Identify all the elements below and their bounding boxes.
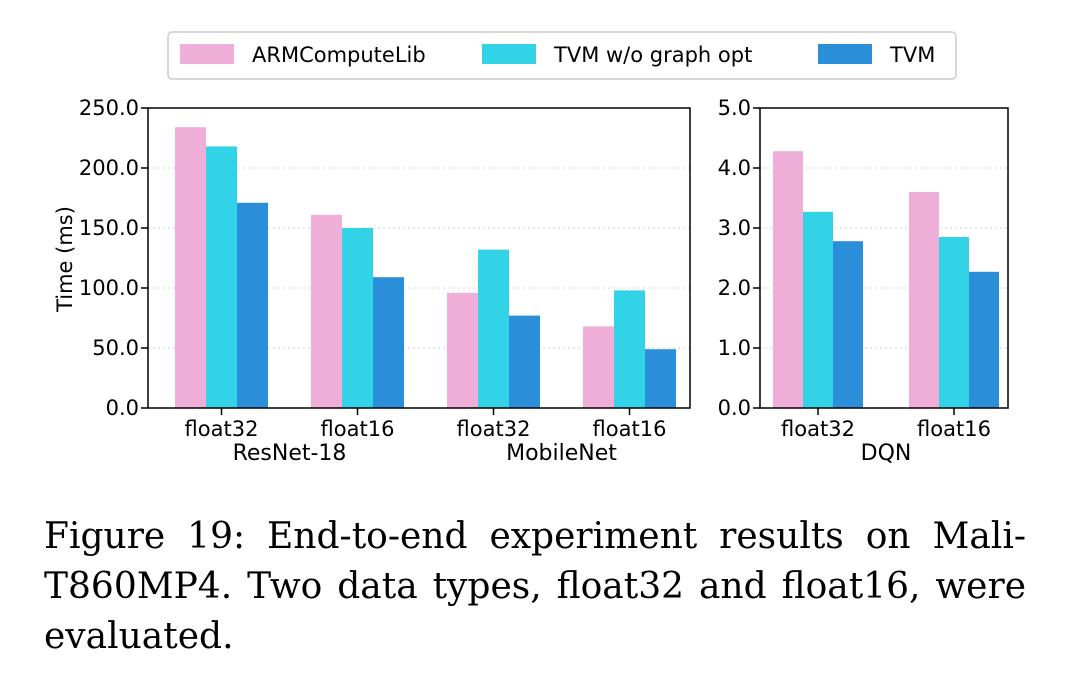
- y-tick-label: 1.0: [718, 336, 751, 360]
- caption-line-1: Figure 19: End-to-end experiment results…: [44, 516, 1026, 557]
- legend-frame: [167, 31, 957, 80]
- legend-label-armcomputelib: ARMComputeLib: [252, 43, 426, 67]
- bar-armcomputelib-float16-3: [583, 326, 614, 408]
- group-label-mobilenet: MobileNet: [506, 441, 617, 466]
- bar-armcomputelib-float32-0: [773, 151, 803, 408]
- bar-tvm-w-o-graph-opt-float32-0: [206, 146, 237, 408]
- bar-armcomputelib-float16-1: [909, 192, 939, 408]
- y-tick-label: 200.0: [79, 156, 139, 180]
- bar-tvm-float16-1: [969, 271, 999, 408]
- bar-armcomputelib-float16-1: [311, 214, 342, 408]
- bar-tvm-float32-0: [237, 202, 268, 408]
- y-tick-label: 4.0: [718, 156, 751, 180]
- y-tick-label: 0.0: [106, 396, 139, 420]
- x-tick-label: float16: [917, 417, 991, 441]
- panel-resnet-mobilenet: 0.0 50.0 100.0 150.0 200.0 250.0 float32 float1…: [79, 96, 691, 466]
- bar-armcomputelib-float32-2: [447, 292, 478, 408]
- y-tick-label: 100.0: [79, 276, 139, 300]
- y-tick-label: 0.0: [718, 396, 751, 420]
- legend-swatch-tvm: [818, 44, 872, 64]
- y-tick-label: 150.0: [79, 216, 139, 240]
- bar-tvm-float16-3: [645, 349, 676, 408]
- bar-tvm-w-o-graph-opt-float32-2: [478, 249, 509, 408]
- y-tick-label: 5.0: [718, 96, 751, 120]
- group-label-dqn: DQN: [861, 441, 912, 466]
- x-tick-label: float32: [185, 417, 259, 441]
- bar-tvm-w-o-graph-opt-float16-1: [342, 228, 373, 408]
- x-tick-label: float32: [457, 417, 531, 441]
- x-tick-label: float16: [593, 417, 667, 441]
- legend-swatch-armcomputelib: [180, 44, 234, 64]
- plot-frame: [147, 107, 691, 409]
- bar-armcomputelib-float32-0: [175, 127, 206, 408]
- figure-caption: Figure 19: End-to-end experiment results…: [44, 512, 1026, 662]
- caption-line-2: T860MP4. Two data types, float32 and flo…: [44, 566, 1026, 607]
- figure-chart: ARMComputeLib TVM w/o graph opt TVM Time…: [53, 31, 1009, 466]
- y-tick-label: 3.0: [718, 216, 751, 240]
- legend: ARMComputeLib TVM w/o graph opt TVM: [167, 31, 957, 80]
- bar-tvm-float32-2: [509, 315, 540, 408]
- legend-label-tvm-wo-graph-opt: TVM w/o graph opt: [553, 43, 752, 67]
- x-tick-label: float32: [781, 417, 855, 441]
- y-tick-label: 50.0: [92, 336, 139, 360]
- bar-tvm-w-o-graph-opt-float32-0: [803, 211, 833, 408]
- bar-tvm-float32-0: [833, 241, 863, 408]
- legend-label-tvm: TVM: [889, 43, 935, 67]
- bar-tvm-w-o-graph-opt-float16-1: [939, 237, 969, 408]
- x-tick-label: float16: [321, 417, 395, 441]
- plot-frame: [759, 107, 1009, 409]
- bar-tvm-float16-1: [373, 277, 404, 408]
- bar-tvm-w-o-graph-opt-float16-3: [614, 290, 645, 408]
- y-tick-label: 2.0: [718, 276, 751, 300]
- caption-line-3: evaluated.: [44, 616, 234, 657]
- y-tick-label: 250.0: [79, 96, 139, 120]
- legend-swatch-tvm-wo-graph-opt: [482, 44, 536, 64]
- group-label-resnet-18: ResNet-18: [233, 441, 347, 466]
- y-axis-title: Time (ms): [53, 206, 77, 313]
